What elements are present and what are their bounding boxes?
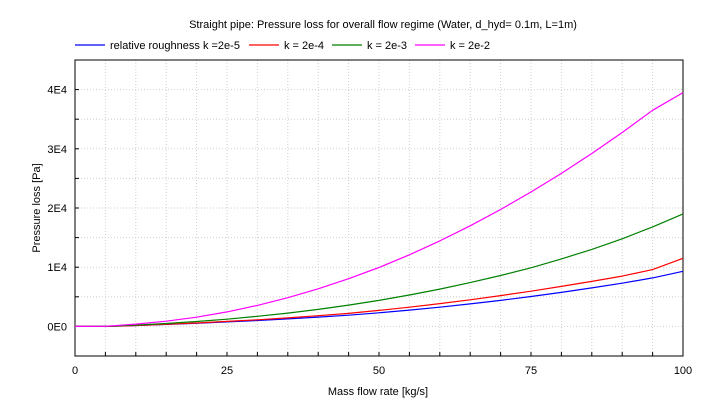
legend-item-1: relative roughness k =2e-5: [75, 40, 240, 52]
legend-item-3: k = 2e-3: [332, 40, 407, 52]
x-axis-label: Mass flow rate [kg/s]: [328, 386, 428, 398]
x-tick-label: 50: [373, 365, 385, 377]
series-line-2: [75, 257, 684, 327]
y-tick-label: 1E4: [47, 262, 67, 274]
legend-label: relative roughness k =2e-5: [110, 40, 240, 52]
series-line-4: [74, 92, 684, 327]
legend-label: k = 2e-4: [284, 40, 324, 52]
y-tick-label: 2E4: [47, 203, 67, 215]
legend-item-2: k = 2e-4: [249, 40, 324, 52]
legend: relative roughness k =2e-5 k = 2e-4 k = 2e…: [75, 40, 490, 52]
y-tick-label: 0E0: [47, 321, 67, 333]
x-tick-label: 100: [674, 365, 692, 377]
tick-labels: 0 25 50 75 100 0E0 1E4 2E4 3E4 4E4: [47, 85, 692, 377]
y-tick-label: 4E4: [47, 85, 67, 97]
legend-label: k = 2e-2: [450, 40, 490, 52]
y-axis-label: Pressure loss [Pa]: [31, 163, 43, 252]
x-tick-label: 25: [221, 365, 233, 377]
series-group: [74, 92, 684, 327]
chart-title: Straight pipe: Pressure loss for overall…: [189, 19, 577, 31]
y-tick-label: 3E4: [47, 144, 67, 156]
x-tick-label: 0: [72, 365, 78, 377]
x-tick-label: 75: [525, 365, 537, 377]
legend-item-4: k = 2e-2: [415, 40, 490, 52]
series-line-3: [74, 213, 684, 327]
legend-label: k = 2e-3: [367, 40, 407, 52]
grid: [75, 60, 683, 356]
axes: [74, 59, 684, 357]
